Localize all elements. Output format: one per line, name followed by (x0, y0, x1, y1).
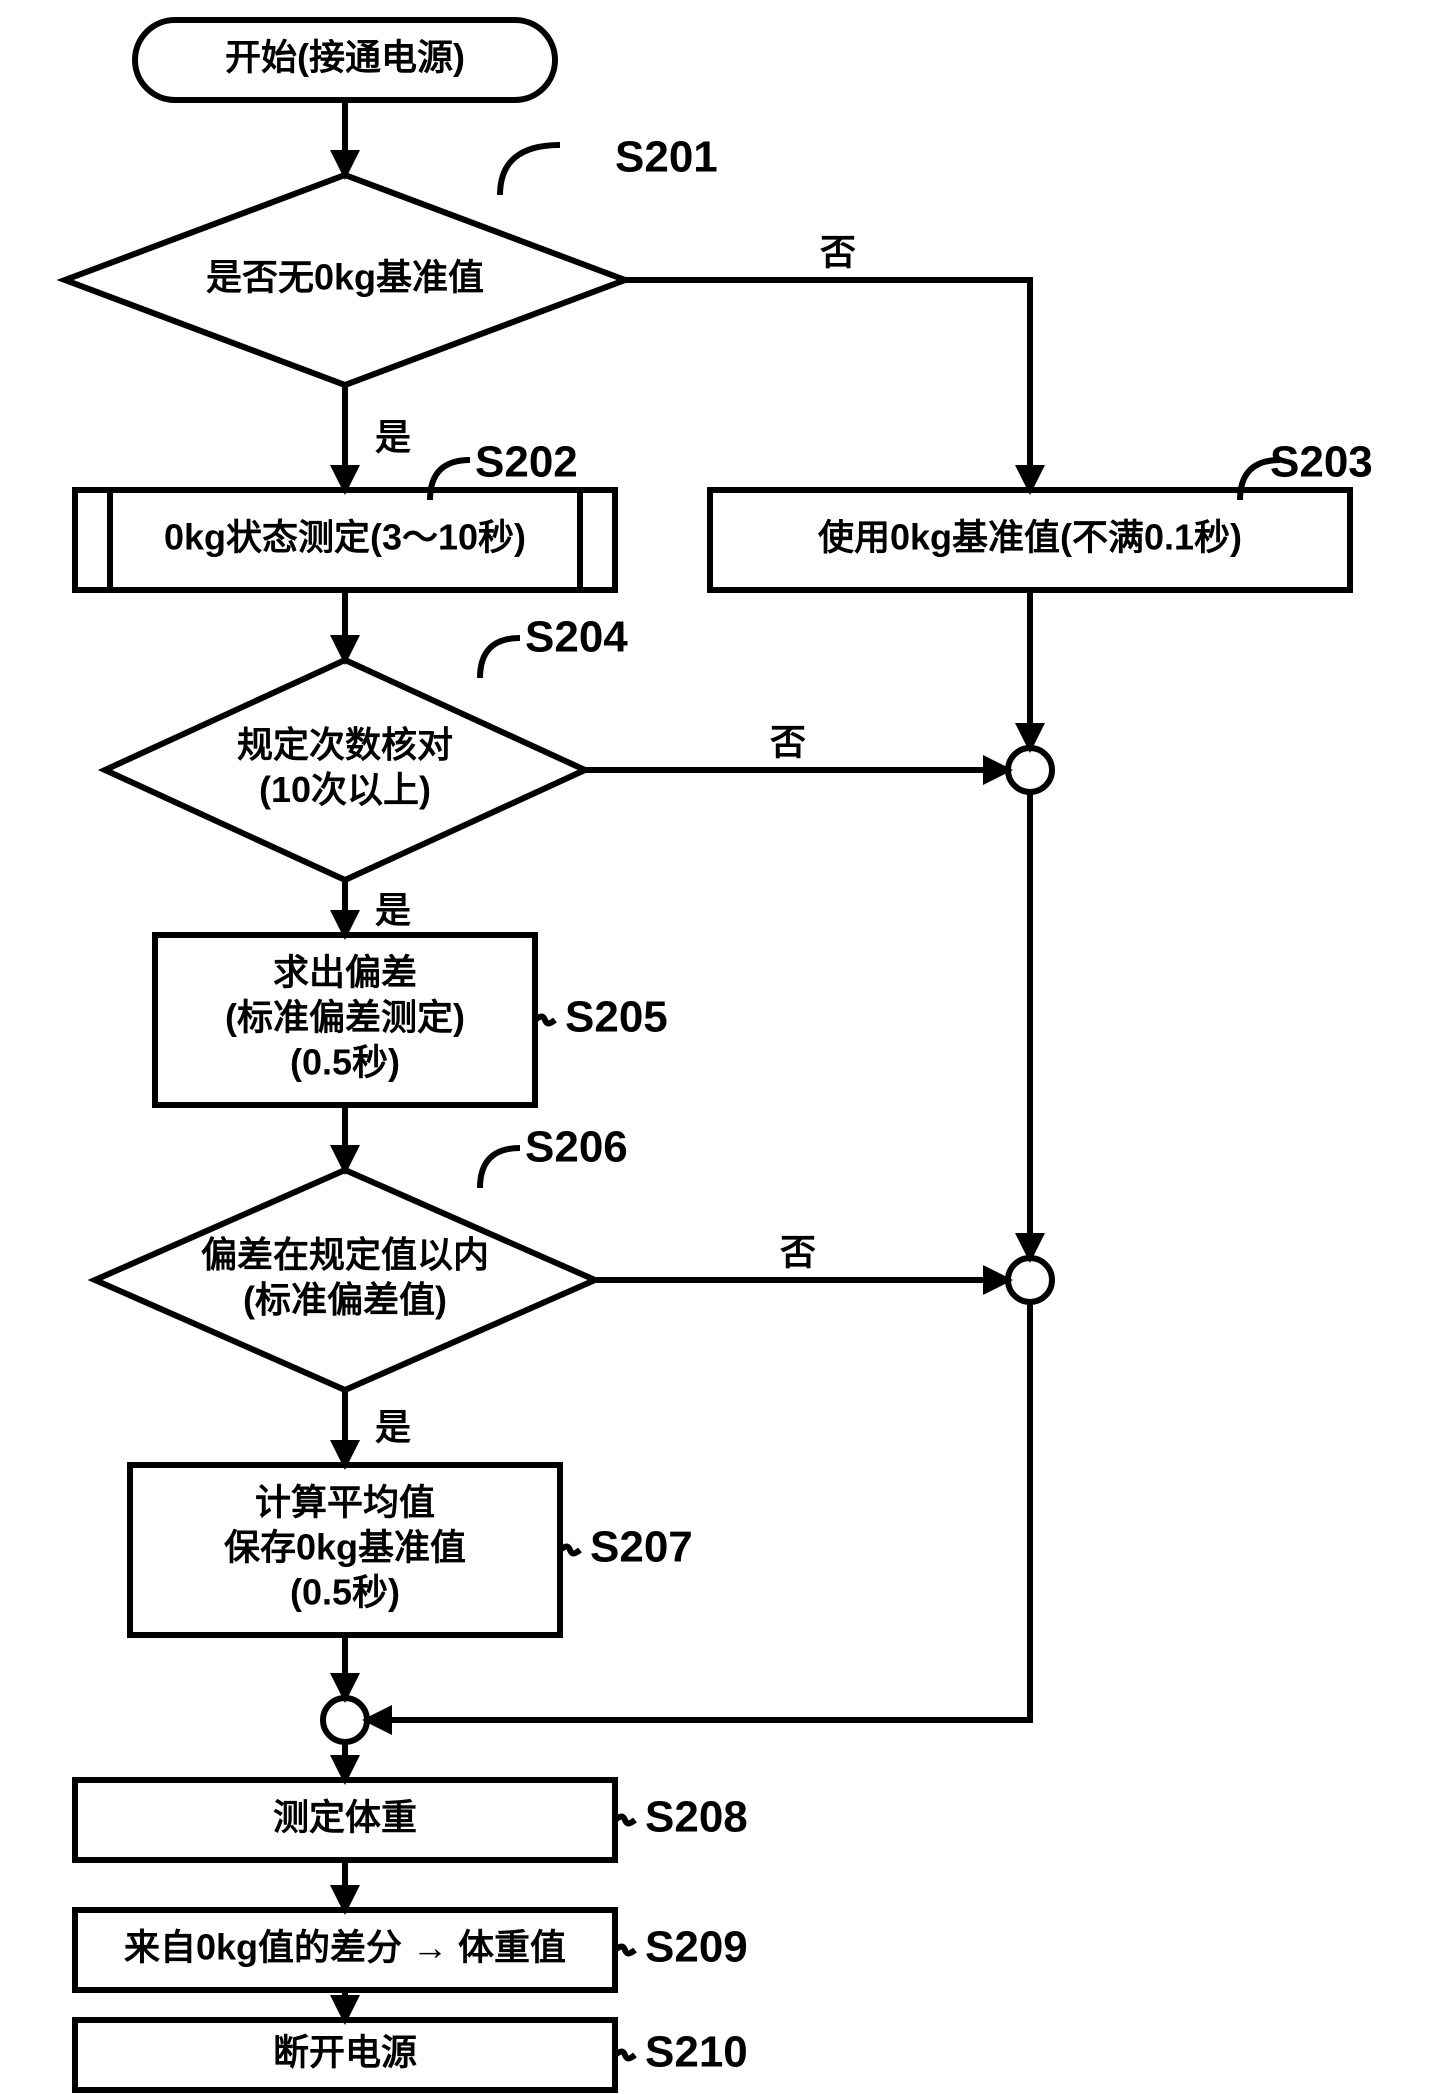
svg-text:(标准偏差测定): (标准偏差测定) (225, 997, 465, 1038)
edge-label-5: 否 (770, 722, 806, 763)
step-label-s202: S202 (475, 438, 578, 487)
edge-label-1: 是 (375, 417, 411, 458)
callout-s204 (480, 638, 520, 678)
step-label-s205: S205 (565, 993, 668, 1042)
svg-text:来自0kg值的差分 → 体重值: 来自0kg值的差分 → 体重值 (124, 1927, 566, 1968)
svg-text:计算平均值: 计算平均值 (255, 1482, 435, 1523)
svg-text:(标准偏差值): (标准偏差值) (243, 1279, 447, 1320)
svg-text:保存0kg基准值: 保存0kg基准值 (224, 1527, 466, 1568)
step-label-s204: S204 (525, 613, 628, 662)
svg-text:偏差在规定值以内: 偏差在规定值以内 (201, 1234, 489, 1275)
svg-text:求出偏差: 求出偏差 (273, 952, 417, 993)
step-label-s208: S208 (645, 1793, 748, 1842)
svg-text:(0.5秒): (0.5秒) (290, 1572, 400, 1613)
edge-label-2: 否 (820, 232, 856, 273)
connector-cMain (323, 1698, 367, 1742)
step-label-s201: S201 (615, 133, 718, 182)
callout-s202 (430, 460, 470, 500)
svg-text:是否无0kg基准值: 是否无0kg基准值 (206, 257, 484, 298)
connector-c206 (1008, 1258, 1052, 1302)
edge-label-9: 否 (780, 1232, 816, 1273)
edge-label-4: 是 (375, 890, 411, 931)
edge-label-8: 是 (375, 1407, 411, 1448)
step-label-s206: S206 (525, 1123, 628, 1172)
svg-text:(0.5秒): (0.5秒) (290, 1042, 400, 1083)
edge-12 (367, 1302, 1030, 1720)
connector-c204 (1008, 748, 1052, 792)
edge-2 (625, 280, 1030, 490)
svg-text:开始(接通电源): 开始(接通电源) (225, 37, 465, 78)
step-label-s209: S209 (645, 1923, 748, 1972)
step-label-s203: S203 (1270, 438, 1373, 487)
svg-text:断开电源: 断开电源 (273, 2032, 417, 2073)
svg-text:(10次以上): (10次以上) (259, 769, 431, 810)
svg-text:0kg状态测定(3～10秒): 0kg状态测定(3～10秒) (164, 517, 526, 558)
callout-s206 (480, 1148, 520, 1188)
svg-text:测定体重: 测定体重 (273, 1797, 417, 1838)
step-label-s207: S207 (590, 1523, 693, 1572)
svg-text:使用0kg基准值(不满0.1秒): 使用0kg基准值(不满0.1秒) (818, 517, 1242, 558)
callout-s201 (500, 145, 560, 195)
svg-text:规定次数核对: 规定次数核对 (237, 724, 453, 765)
step-label-s210: S210 (645, 2028, 748, 2077)
